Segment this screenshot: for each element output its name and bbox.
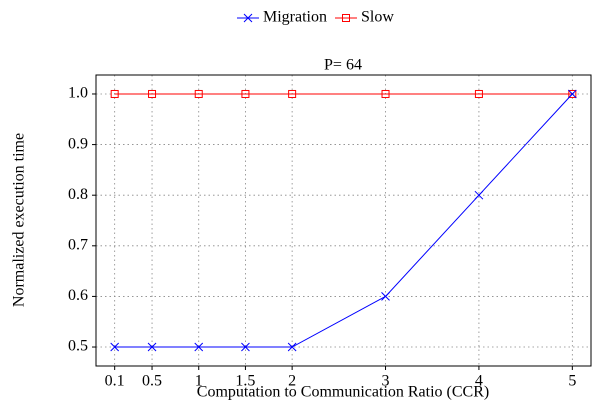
y-tick-label: 0.6 (68, 287, 88, 304)
marker (381, 292, 390, 301)
y-tick-label: 0.7 (68, 236, 88, 253)
marker (474, 190, 484, 200)
y-tick-label: 0.9 (68, 135, 88, 152)
marker (288, 89, 297, 98)
x-tick-label: 4 (475, 373, 483, 390)
chart-title: P= 64 (324, 57, 362, 74)
marker (110, 342, 120, 352)
x-tick-label: 2 (288, 373, 296, 390)
y-tick-label: 1.0 (68, 85, 88, 102)
legend-marker (342, 14, 350, 22)
x-axis-label: Computation to Communication Ratio (CCR) (197, 384, 489, 401)
x-tick-label: 0.1 (105, 373, 125, 390)
x-tick-label: 5 (568, 373, 576, 390)
legend-marker (243, 13, 253, 23)
x-tick-label: 1.5 (235, 373, 255, 390)
x-tick-label: 3 (382, 373, 390, 390)
legend-label: Migration (263, 9, 327, 26)
marker (241, 342, 250, 352)
plot-frame (95, 74, 592, 367)
marker (194, 89, 203, 98)
marker (287, 342, 297, 352)
legend-label: Slow (361, 9, 394, 26)
x-tick-label: 1 (195, 373, 203, 390)
marker (194, 342, 204, 352)
marker (474, 89, 483, 98)
marker (148, 89, 157, 98)
marker (381, 89, 390, 98)
marker (110, 89, 119, 98)
marker (147, 342, 157, 352)
y-axis-label: Normalized execution time (11, 133, 28, 307)
marker (568, 89, 577, 98)
marker (567, 89, 577, 99)
y-tick-label: 0.5 (68, 338, 88, 355)
series-line (114, 93, 573, 348)
marker (241, 89, 250, 98)
y-tick-label: 0.8 (68, 186, 88, 203)
x-tick-label: 0.5 (142, 373, 162, 390)
